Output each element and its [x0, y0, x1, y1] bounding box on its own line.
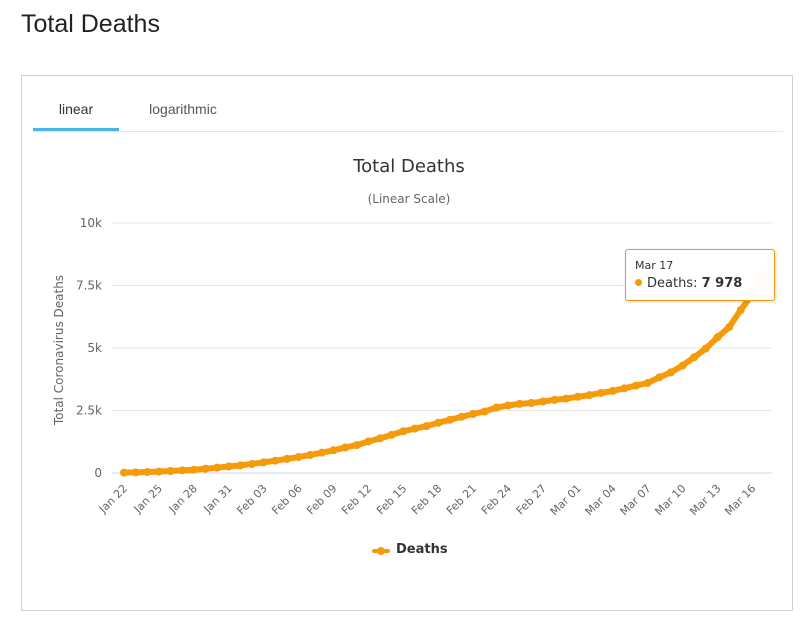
x-tick-label: Mar 10	[652, 482, 688, 518]
data-point[interactable]	[166, 467, 175, 475]
grid-lines	[112, 222, 772, 474]
data-point[interactable]	[422, 422, 431, 431]
data-point[interactable]	[492, 403, 501, 412]
data-point[interactable]	[364, 437, 373, 446]
x-tick-label: Feb 24	[479, 482, 514, 517]
x-tick-label: Mar 01	[548, 482, 584, 518]
x-tick-label: Feb 03	[234, 482, 269, 517]
tab-linear[interactable]: linear	[33, 89, 119, 131]
data-point[interactable]	[597, 388, 606, 397]
tooltip-value: 7 978	[701, 276, 743, 291]
data-point[interactable]	[131, 468, 140, 477]
x-tick-label: Feb 21	[444, 482, 479, 517]
data-point[interactable]	[620, 384, 629, 393]
data-point[interactable]	[329, 446, 338, 455]
data-point[interactable]	[713, 333, 722, 342]
data-point[interactable]	[120, 468, 128, 477]
x-tick-label: Jan 31	[201, 482, 235, 516]
data-point[interactable]	[341, 443, 350, 452]
x-tick-label: Jan 25	[131, 482, 165, 516]
data-point[interactable]	[143, 467, 152, 476]
data-point[interactable]	[434, 418, 443, 427]
x-tick-label: Feb 15	[374, 482, 409, 517]
x-tick-label: Feb 12	[339, 482, 374, 517]
data-point[interactable]	[701, 344, 710, 353]
data-point[interactable]	[445, 415, 454, 424]
legend-label: Deaths	[396, 542, 448, 557]
data-point[interactable]	[352, 441, 361, 450]
data-point[interactable]	[306, 450, 315, 459]
data-point[interactable]	[317, 448, 326, 457]
x-tick-label: Feb 18	[409, 482, 444, 517]
data-point[interactable]	[236, 461, 245, 470]
data-point[interactable]	[562, 394, 571, 403]
tooltip-line: Deaths: 7 978	[635, 276, 742, 291]
tooltip-series-name: Deaths	[647, 276, 694, 291]
chart-panel: linear logarithmic 0 2.5k 5k 7.5k 10k Jan 22…	[21, 75, 793, 611]
data-point[interactable]	[189, 465, 198, 474]
y-axis-labels: 0 2.5k 5k 7.5k 10k	[76, 216, 102, 480]
data-point[interactable]	[678, 361, 687, 370]
tooltip-series-dot	[635, 279, 642, 286]
x-tick-label: Feb 09	[304, 482, 339, 517]
chart-title: Total Deaths	[352, 156, 465, 177]
data-point[interactable]	[538, 397, 547, 406]
data-point[interactable]	[585, 391, 594, 400]
data-point[interactable]	[376, 434, 384, 443]
data-point[interactable]	[725, 323, 734, 332]
data-point[interactable]	[480, 407, 489, 416]
x-axis-labels: Jan 22 Jan 25 Jan 28 Jan 31 Feb 03 Feb 06 Feb …	[96, 482, 759, 518]
data-point[interactable]	[666, 368, 675, 377]
data-point[interactable]	[294, 453, 303, 462]
data-point[interactable]	[736, 306, 745, 314]
y-tick-label: 2.5k	[76, 404, 102, 418]
chart-subtitle: (Linear Scale)	[368, 192, 451, 206]
data-point[interactable]	[515, 399, 524, 408]
data-point[interactable]	[399, 427, 408, 436]
y-tick-label: 10k	[80, 216, 102, 230]
data-point[interactable]	[387, 430, 396, 439]
data-point[interactable]	[271, 456, 280, 465]
scale-tabs: linear logarithmic	[33, 89, 783, 132]
data-point[interactable]	[632, 381, 640, 390]
data-point[interactable]	[469, 410, 478, 418]
data-point[interactable]	[504, 401, 512, 410]
data-point[interactable]	[248, 459, 256, 468]
x-tick-label: Jan 22	[96, 482, 130, 516]
x-tick-label: Feb 06	[269, 482, 304, 517]
data-point[interactable]	[643, 379, 652, 388]
data-point[interactable]	[154, 467, 163, 476]
y-axis-title: Total Coronavirus Deaths	[52, 275, 66, 426]
data-point[interactable]	[608, 386, 617, 395]
page-title: Total Deaths	[21, 10, 160, 38]
data-point[interactable]	[655, 373, 664, 382]
tooltip: Mar 17 Deaths: 7 978	[625, 249, 775, 301]
data-point[interactable]	[213, 463, 222, 472]
data-point[interactable]	[410, 424, 419, 433]
data-point[interactable]	[573, 392, 582, 401]
y-tick-label: 7.5k	[76, 279, 102, 293]
data-point[interactable]	[178, 466, 187, 475]
tab-logarithmic[interactable]: logarithmic	[149, 101, 217, 117]
y-tick-label: 0	[94, 466, 102, 480]
x-tick-label: Jan 28	[166, 482, 200, 516]
data-point[interactable]	[201, 464, 210, 473]
data-point[interactable]	[282, 454, 291, 463]
data-point[interactable]	[550, 395, 559, 404]
data-point[interactable]	[527, 399, 536, 407]
tooltip-date: Mar 17	[635, 259, 674, 272]
data-point[interactable]	[457, 412, 466, 421]
x-tick-label: Mar 07	[618, 482, 654, 518]
x-tick-label: Mar 13	[687, 482, 723, 518]
legend-swatch	[372, 547, 390, 555]
data-point[interactable]	[224, 462, 233, 471]
data-point[interactable]	[259, 458, 268, 467]
y-tick-label: 5k	[87, 341, 102, 355]
x-tick-label: Mar 16	[722, 482, 758, 518]
x-tick-label: Feb 27	[514, 482, 549, 517]
data-point[interactable]	[690, 353, 699, 362]
x-tick-label: Mar 04	[583, 482, 619, 518]
